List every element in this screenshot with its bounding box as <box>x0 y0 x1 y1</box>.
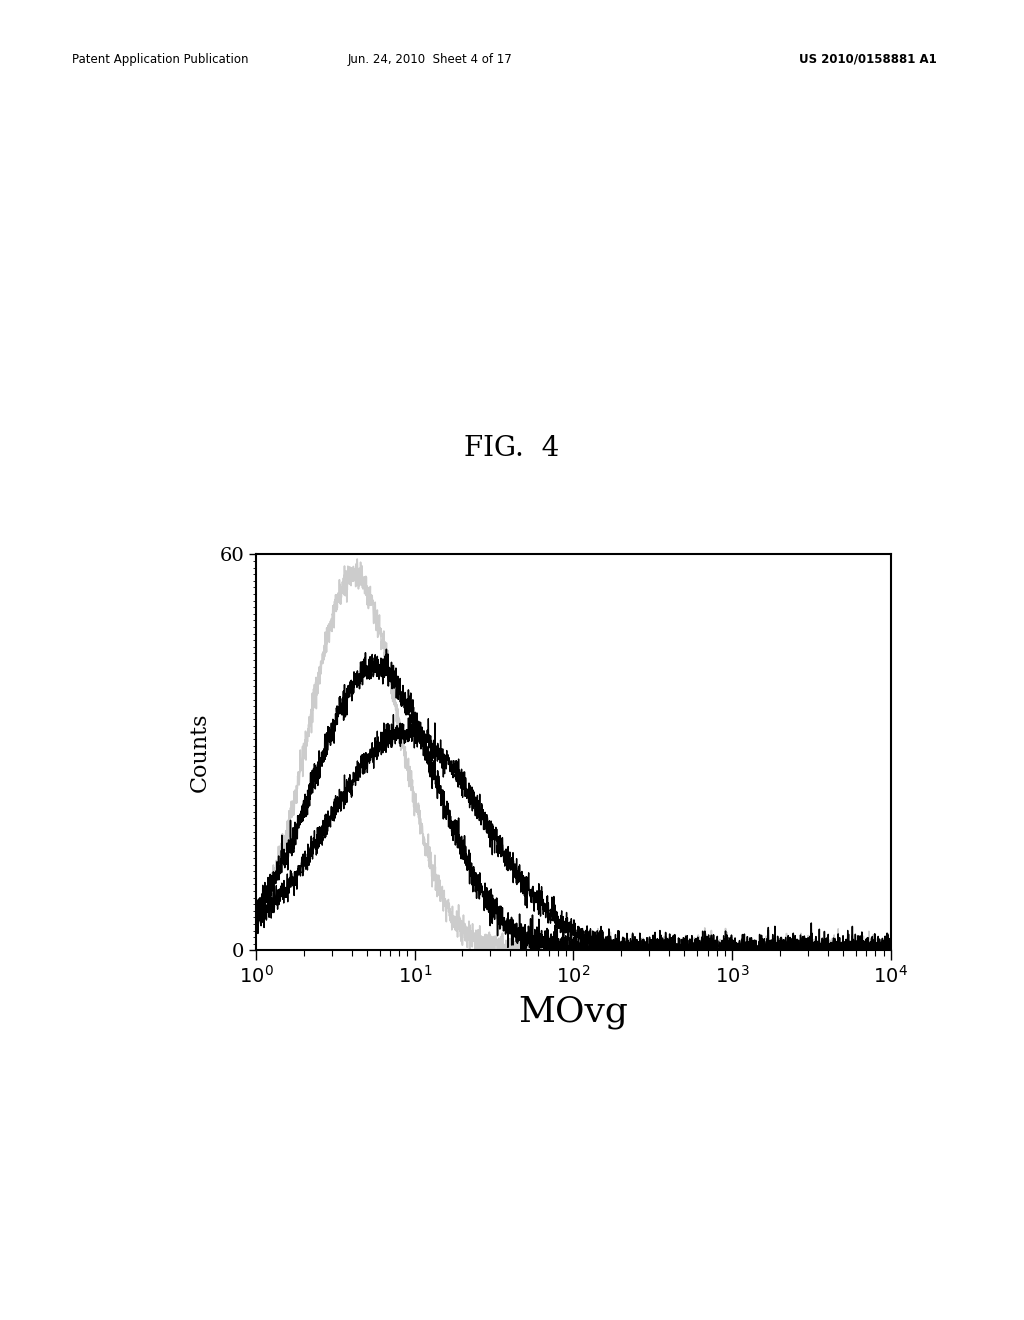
X-axis label: MOvg: MOvg <box>518 995 629 1030</box>
Text: FIG.  4: FIG. 4 <box>464 436 560 462</box>
Text: US 2010/0158881 A1: US 2010/0158881 A1 <box>799 53 937 66</box>
Text: Jun. 24, 2010  Sheet 4 of 17: Jun. 24, 2010 Sheet 4 of 17 <box>348 53 512 66</box>
Text: Patent Application Publication: Patent Application Publication <box>72 53 248 66</box>
Y-axis label: Counts: Counts <box>189 713 211 792</box>
